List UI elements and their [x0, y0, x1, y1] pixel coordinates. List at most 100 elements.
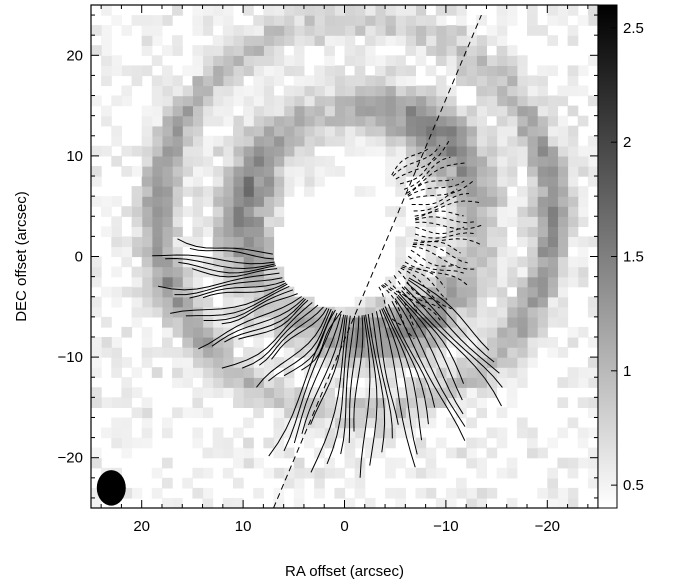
map-pixel	[456, 387, 467, 398]
map-pixel	[466, 397, 477, 408]
map-pixel	[222, 226, 234, 237]
map-pixel	[314, 65, 325, 77]
map-pixel	[233, 457, 244, 469]
map-pixel	[314, 427, 325, 439]
map-pixel	[527, 15, 538, 26]
map-pixel	[314, 417, 325, 429]
map-pixel	[141, 357, 153, 368]
map-pixel	[101, 316, 112, 328]
map-pixel	[415, 326, 427, 338]
map-pixel	[466, 417, 477, 429]
map-pixel	[172, 196, 183, 207]
map-pixel	[557, 236, 569, 248]
solid-contour	[283, 309, 336, 377]
map-pixel	[324, 387, 335, 398]
map-pixel	[567, 186, 579, 197]
map-pixel	[273, 427, 285, 439]
map-pixel	[577, 326, 589, 338]
map-pixel	[192, 135, 204, 147]
map-pixel	[314, 115, 325, 127]
map-pixel	[101, 35, 112, 46]
map-pixel	[364, 447, 376, 459]
map-pixel	[334, 357, 346, 368]
map-pixel	[537, 296, 548, 308]
map-pixel	[537, 316, 548, 328]
map-pixel	[212, 306, 224, 318]
map-pixel	[111, 246, 122, 258]
map-pixel	[91, 256, 102, 268]
map-pixel	[456, 367, 467, 378]
map-pixel	[395, 166, 406, 177]
map-pixel	[263, 306, 275, 318]
map-pixel	[466, 457, 477, 469]
map-pixel	[354, 477, 366, 489]
map-pixel	[435, 256, 447, 268]
map-pixel	[192, 65, 204, 77]
map-pixel	[314, 467, 325, 479]
map-pixel	[415, 266, 427, 278]
map-pixel	[456, 226, 467, 237]
dashed-contour	[409, 179, 475, 200]
map-pixel	[182, 407, 193, 419]
map-pixel	[273, 45, 285, 56]
dashed-contour	[391, 147, 430, 176]
map-pixel	[445, 377, 457, 388]
map-pixel	[557, 427, 569, 439]
map-pixel	[587, 407, 599, 419]
solid-contour	[177, 238, 273, 255]
map-pixel	[151, 196, 163, 207]
map-pixel	[456, 65, 467, 77]
map-pixel	[212, 5, 224, 16]
map-pixel	[121, 25, 133, 36]
map-pixel	[131, 206, 143, 217]
map-pixel	[314, 326, 325, 338]
map-pixel	[314, 407, 325, 419]
map-pixel	[496, 55, 508, 66]
colorbar: 2.521.510.5	[597, 4, 644, 509]
map-pixel	[233, 196, 244, 207]
solid-contour	[353, 315, 364, 432]
map-pixel	[293, 145, 305, 157]
map-pixel	[435, 296, 447, 308]
map-pixel	[577, 236, 589, 248]
map-pixel	[344, 326, 356, 338]
map-pixel	[405, 397, 416, 408]
map-pixel	[293, 125, 305, 137]
map-pixel	[334, 15, 346, 26]
map-pixel	[405, 125, 416, 137]
map-pixel	[293, 387, 305, 398]
map-pixel	[587, 377, 599, 388]
map-pixel	[283, 477, 295, 489]
map-pixel	[385, 145, 396, 157]
map-pixel	[283, 296, 295, 308]
map-pixel	[466, 236, 477, 248]
map-pixel	[476, 206, 487, 217]
map-pixel	[547, 176, 558, 187]
map-pixel	[364, 326, 376, 338]
map-pixel	[435, 176, 447, 187]
map-pixel	[101, 206, 112, 217]
map-pixel	[91, 95, 102, 107]
map-pixel	[405, 337, 416, 348]
map-pixel	[476, 246, 487, 258]
map-pixel	[121, 326, 133, 338]
map-pixel	[162, 85, 173, 97]
map-pixel	[344, 477, 356, 489]
map-pixel	[324, 316, 335, 328]
map-pixel	[577, 186, 589, 197]
map-pixel	[253, 397, 264, 408]
map-pixel	[111, 417, 122, 429]
map-pixel	[192, 387, 204, 398]
map-pixel	[395, 176, 406, 187]
map-pixel	[415, 236, 427, 248]
map-pixel	[537, 65, 548, 77]
map-pixel	[466, 65, 477, 77]
map-pixel	[425, 357, 437, 368]
map-pixel	[283, 397, 295, 408]
map-pixel	[527, 236, 538, 248]
map-pixel	[253, 347, 264, 358]
map-pixel	[91, 397, 102, 408]
map-pixel	[253, 135, 264, 147]
map-pixel	[587, 176, 599, 187]
map-pixel	[303, 25, 315, 36]
